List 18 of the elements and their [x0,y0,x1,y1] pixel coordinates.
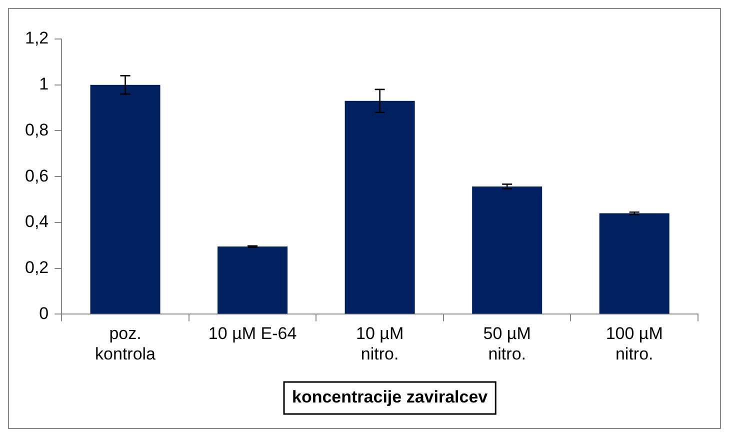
y-tick-label: 0 [39,304,49,323]
x-tick-label: 10 µM E-64 [208,324,297,344]
bar [599,213,670,314]
y-tick-label: 1 [39,74,49,94]
x-axis-title: koncentracije zaviralcev [292,388,488,407]
y-tick-label: 0,8 [24,120,49,140]
y-tick-label: 0,4 [24,212,49,232]
x-tick-label: poz. kontrola [95,324,156,364]
x-tick-label: 100 µM nitro. [606,324,663,364]
bar [472,186,542,314]
y-tick-label: 0,2 [24,258,49,278]
bar [90,84,160,314]
bar [344,100,415,314]
bar [218,246,288,314]
x-tick-label: 10 µM nitro. [356,324,404,364]
y-tick-label: 1,2 [24,28,49,48]
y-tick-label: 0,6 [24,166,49,186]
x-tick-label: 50 µM nitro. [483,324,531,364]
